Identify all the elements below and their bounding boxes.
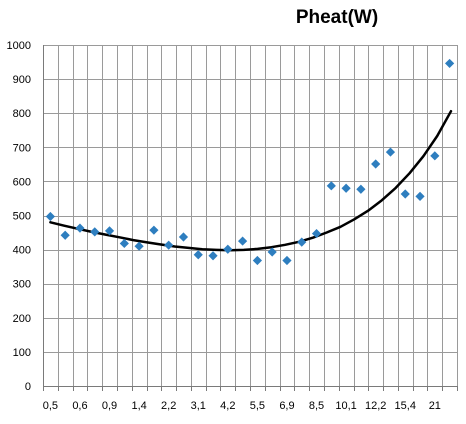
y-tick-label: 500 [13, 211, 31, 223]
y-tick-label: 300 [13, 279, 31, 291]
data-point-diamond [45, 211, 55, 222]
x-tick-label: 15,4 [395, 400, 416, 412]
data-point-diamond [385, 147, 396, 157]
x-tick-label: 0,5 [43, 400, 58, 412]
y-tick-label: 700 [13, 142, 31, 154]
data-point-diamond [311, 228, 322, 239]
data-point-diamond [134, 241, 144, 251]
data-point-diamond [75, 223, 85, 233]
data-point-diamond [193, 250, 203, 260]
x-tick-label: 0,6 [72, 400, 87, 412]
y-tick-label: 400 [13, 245, 31, 257]
x-tick-label: 21 [429, 400, 441, 412]
data-point-diamond [430, 151, 440, 161]
x-tick-label: 4,2 [220, 400, 235, 412]
data-point-diamond [297, 237, 307, 247]
y-axis-tick-labels: 0 100 200 300 400 500 600 700 800 900 1000 [7, 40, 31, 393]
data-point-diamond [267, 247, 277, 257]
data-point-diamond [60, 230, 70, 240]
chart-title: Pheat(W) [296, 7, 378, 28]
x-tick-label: 1,4 [131, 400, 146, 412]
data-point-diamond [178, 232, 189, 242]
data-point-diamond [341, 183, 351, 193]
x-tick-label: 12,2 [365, 400, 386, 412]
x-tick-label: 0,9 [102, 400, 117, 412]
y-tick-label: 1000 [7, 40, 31, 52]
data-point-diamond [90, 227, 100, 237]
y-tick-label: 0 [25, 381, 31, 393]
x-tick-label: 10,1 [335, 400, 356, 412]
data-point-diamond [415, 191, 425, 202]
data-point-diamond [326, 181, 336, 191]
data-point-diamond [164, 240, 174, 250]
data-point-diamond [445, 58, 455, 69]
y-tick-label: 100 [13, 347, 31, 359]
x-tick-label: 6,9 [279, 400, 294, 412]
x-tick-label: 3,1 [191, 400, 206, 412]
data-point-diamond [252, 255, 262, 266]
data-point-diamond [119, 238, 129, 249]
x-tick-label: 5,5 [250, 400, 265, 412]
y-tick-label: 200 [13, 313, 31, 325]
trendline [49, 109, 453, 252]
data-point-diamond [238, 236, 248, 246]
data-points [45, 58, 455, 266]
data-point-diamond [282, 255, 292, 266]
data-point-diamond [356, 184, 366, 194]
trendline-path [49, 109, 453, 252]
axes [43, 45, 458, 391]
x-axis-tick-labels: 0,5 0,6 0,9 1,4 2,2 3,1 4,2 5,5 6,9 8,5 10,1 12,2 15… [43, 400, 441, 412]
data-point-diamond [400, 189, 410, 199]
grid [43, 45, 458, 387]
data-point-diamond [223, 244, 233, 254]
y-tick-label: 800 [13, 108, 31, 120]
y-tick-label: 900 [13, 74, 31, 86]
y-tick-label: 600 [13, 176, 31, 188]
data-point-diamond [208, 251, 218, 261]
data-point-diamond [149, 225, 159, 235]
data-point-diamond [371, 159, 381, 169]
data-point-diamond [104, 226, 115, 236]
x-tick-label: 8,5 [309, 400, 324, 412]
x-tick-label: 2,2 [161, 400, 176, 412]
